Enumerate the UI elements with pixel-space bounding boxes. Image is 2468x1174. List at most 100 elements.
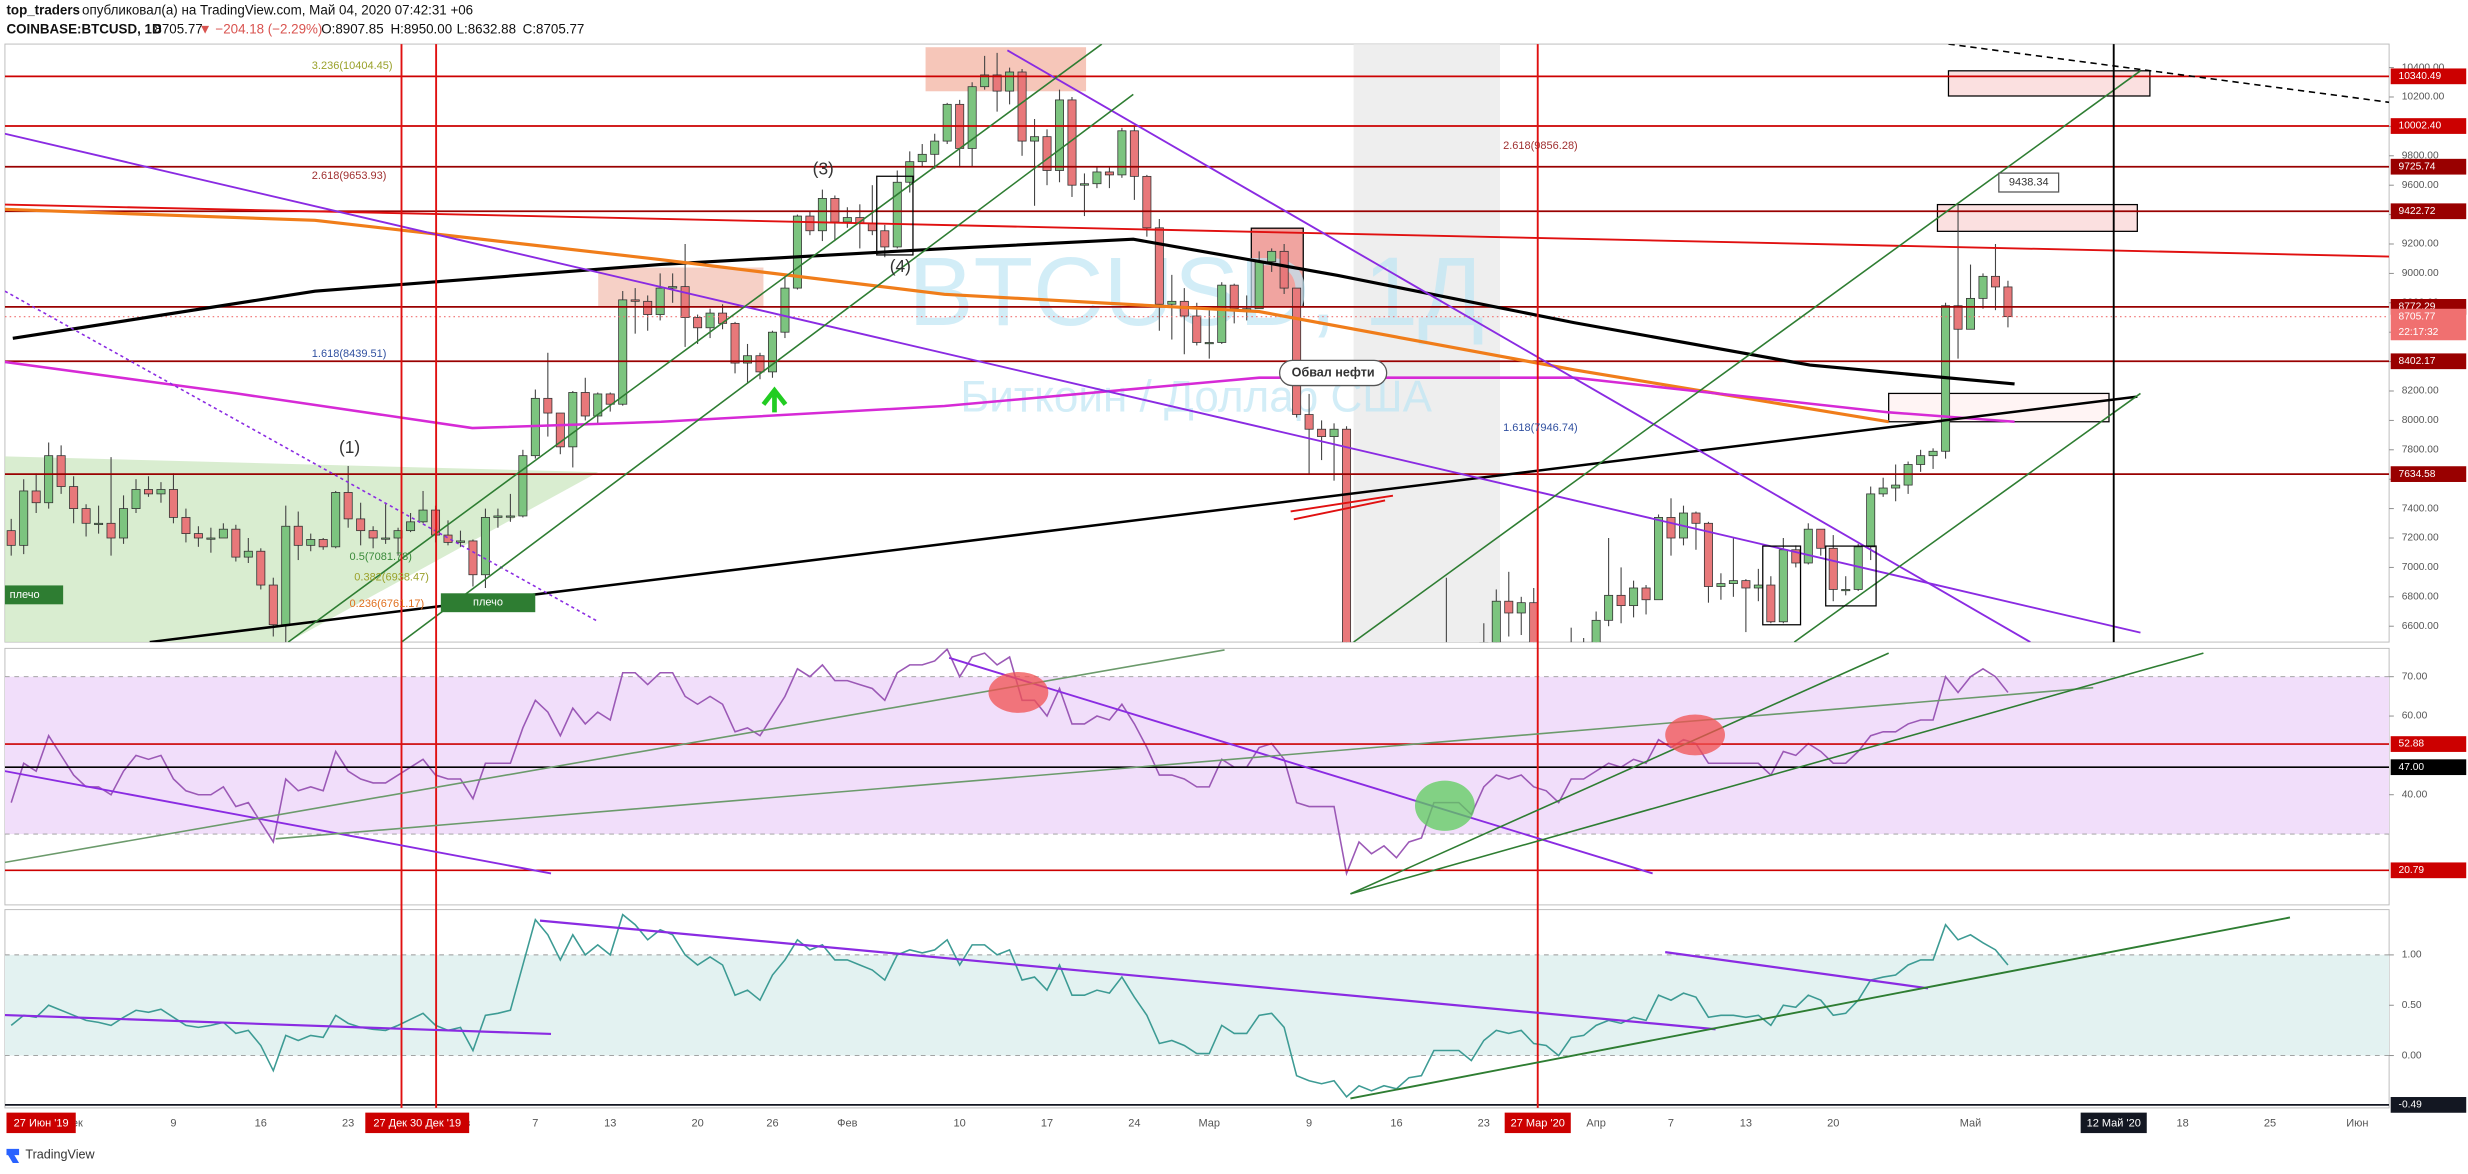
rsi-background [4, 676, 2390, 835]
candle-body [331, 492, 341, 548]
candle-body [343, 492, 353, 520]
moving-average [4, 207, 1889, 424]
x-tick-label: 18 [2177, 1118, 2189, 1130]
candle-body [1005, 71, 1015, 92]
candle-body [6, 530, 16, 546]
level-tag-label: -0.49 [2399, 1100, 2423, 1111]
x-tick-label: Фев [837, 1118, 857, 1130]
wave-label: (1) [339, 437, 360, 457]
candle-body [256, 550, 266, 586]
main-plot [4, 52, 2390, 643]
level-tag-label: 52.88 [2399, 739, 2425, 750]
level-tag [2390, 759, 2467, 776]
candle-body [231, 528, 241, 558]
level-tag-label: 9725.74 [2399, 161, 2436, 172]
candle-body [518, 455, 528, 517]
candle-body [705, 312, 715, 329]
candle-body [1079, 183, 1089, 186]
y-tick-label: 1.00 [2402, 950, 2422, 961]
candle-body [1966, 297, 1976, 330]
y-tick-label: 6800.00 [2402, 592, 2439, 603]
time-tag-box [1504, 1112, 1571, 1134]
candle-body [306, 539, 316, 546]
candle-body [892, 181, 902, 248]
candle-body [555, 412, 565, 448]
indicator-line [10, 913, 2009, 1098]
moving-average [12, 237, 2015, 386]
candle-body [368, 530, 378, 539]
candle-body [1990, 275, 2000, 288]
candle-body [1803, 528, 1813, 564]
trend-line [1350, 916, 2291, 1100]
candle-body [1516, 602, 1526, 614]
candle-body [1791, 549, 1801, 564]
header-change: ▼ −204.18 (−2.29%) [198, 21, 322, 36]
candle-body [930, 140, 940, 155]
level-tag [2390, 118, 2467, 134]
candle-body [568, 392, 578, 448]
x-tick-label: 16 [255, 1118, 267, 1130]
level-tag [2390, 353, 2467, 370]
candle-body [605, 393, 615, 405]
y-tick-label: 7400.00 [2402, 503, 2439, 514]
candle-body [1666, 517, 1676, 539]
fib-label: 1.618(8439.51) [312, 348, 387, 360]
y-tick-label: 70.00 [2402, 671, 2428, 682]
label-box [4, 585, 64, 605]
candle-body [917, 153, 927, 163]
y-tick-label: 9800.00 [2402, 150, 2439, 161]
candle-body [1142, 175, 1152, 229]
time-tag-box [6, 1112, 76, 1134]
level-tag-label: 8402.17 [2399, 356, 2436, 367]
candle-body [69, 486, 79, 509]
candle-body [318, 539, 328, 548]
y-tick-label: 7200.00 [2402, 533, 2439, 544]
axes: 6600.006800.007000.007200.007400.007600.… [64, 62, 2467, 1130]
candle-body [1953, 305, 1963, 330]
candle-body [1317, 428, 1327, 437]
scribble [1290, 494, 1394, 521]
candle-body [655, 287, 665, 315]
trend-line [275, 686, 2094, 840]
zone [1888, 392, 2110, 423]
fib-label: 2.618(9856.28) [1503, 140, 1578, 152]
candle-body [493, 515, 503, 518]
x-tick-label: 24 [1128, 1118, 1140, 1130]
channel-line [287, 44, 1103, 643]
x-tick-label: 25 [2264, 1118, 2276, 1130]
channel-line [1793, 392, 2141, 643]
candle-body [680, 286, 690, 318]
level-tag-label: 20.79 [2399, 865, 2425, 876]
candle-body [1841, 589, 1851, 592]
candle-body [119, 508, 129, 539]
callout: Обвал нефти [1292, 365, 1375, 379]
header-open: O:8907.85 [321, 21, 383, 36]
candle-body [131, 489, 141, 509]
candle-body [1866, 493, 1876, 548]
candle-body [1254, 261, 1264, 310]
candle-body [1728, 580, 1738, 584]
candle-body [905, 161, 915, 183]
candle-body [1741, 580, 1751, 589]
candle-body [181, 517, 191, 534]
pattern-fill [4, 456, 599, 643]
y-tick-label: 7000.00 [2402, 562, 2439, 573]
candle-body [730, 322, 740, 364]
y-tick-label: 8200.00 [2402, 386, 2439, 397]
candle-body [156, 489, 166, 495]
trend-line [4, 1013, 552, 1036]
candle-body [1604, 594, 1614, 621]
candle-body [1703, 522, 1713, 587]
candle-body [743, 355, 752, 364]
candle-body [1017, 71, 1027, 142]
candle-body [480, 517, 490, 576]
candle-body [44, 455, 54, 504]
candle-body [505, 515, 515, 518]
header-last: 8705.77 [154, 21, 202, 36]
candle-body [1154, 227, 1164, 305]
candle-body [1629, 587, 1639, 607]
y-tick-label: 7800.00 [2402, 445, 2439, 456]
x-tick-label: 20 [691, 1118, 703, 1130]
level-tag-label: 10002.40 [2399, 121, 2442, 132]
